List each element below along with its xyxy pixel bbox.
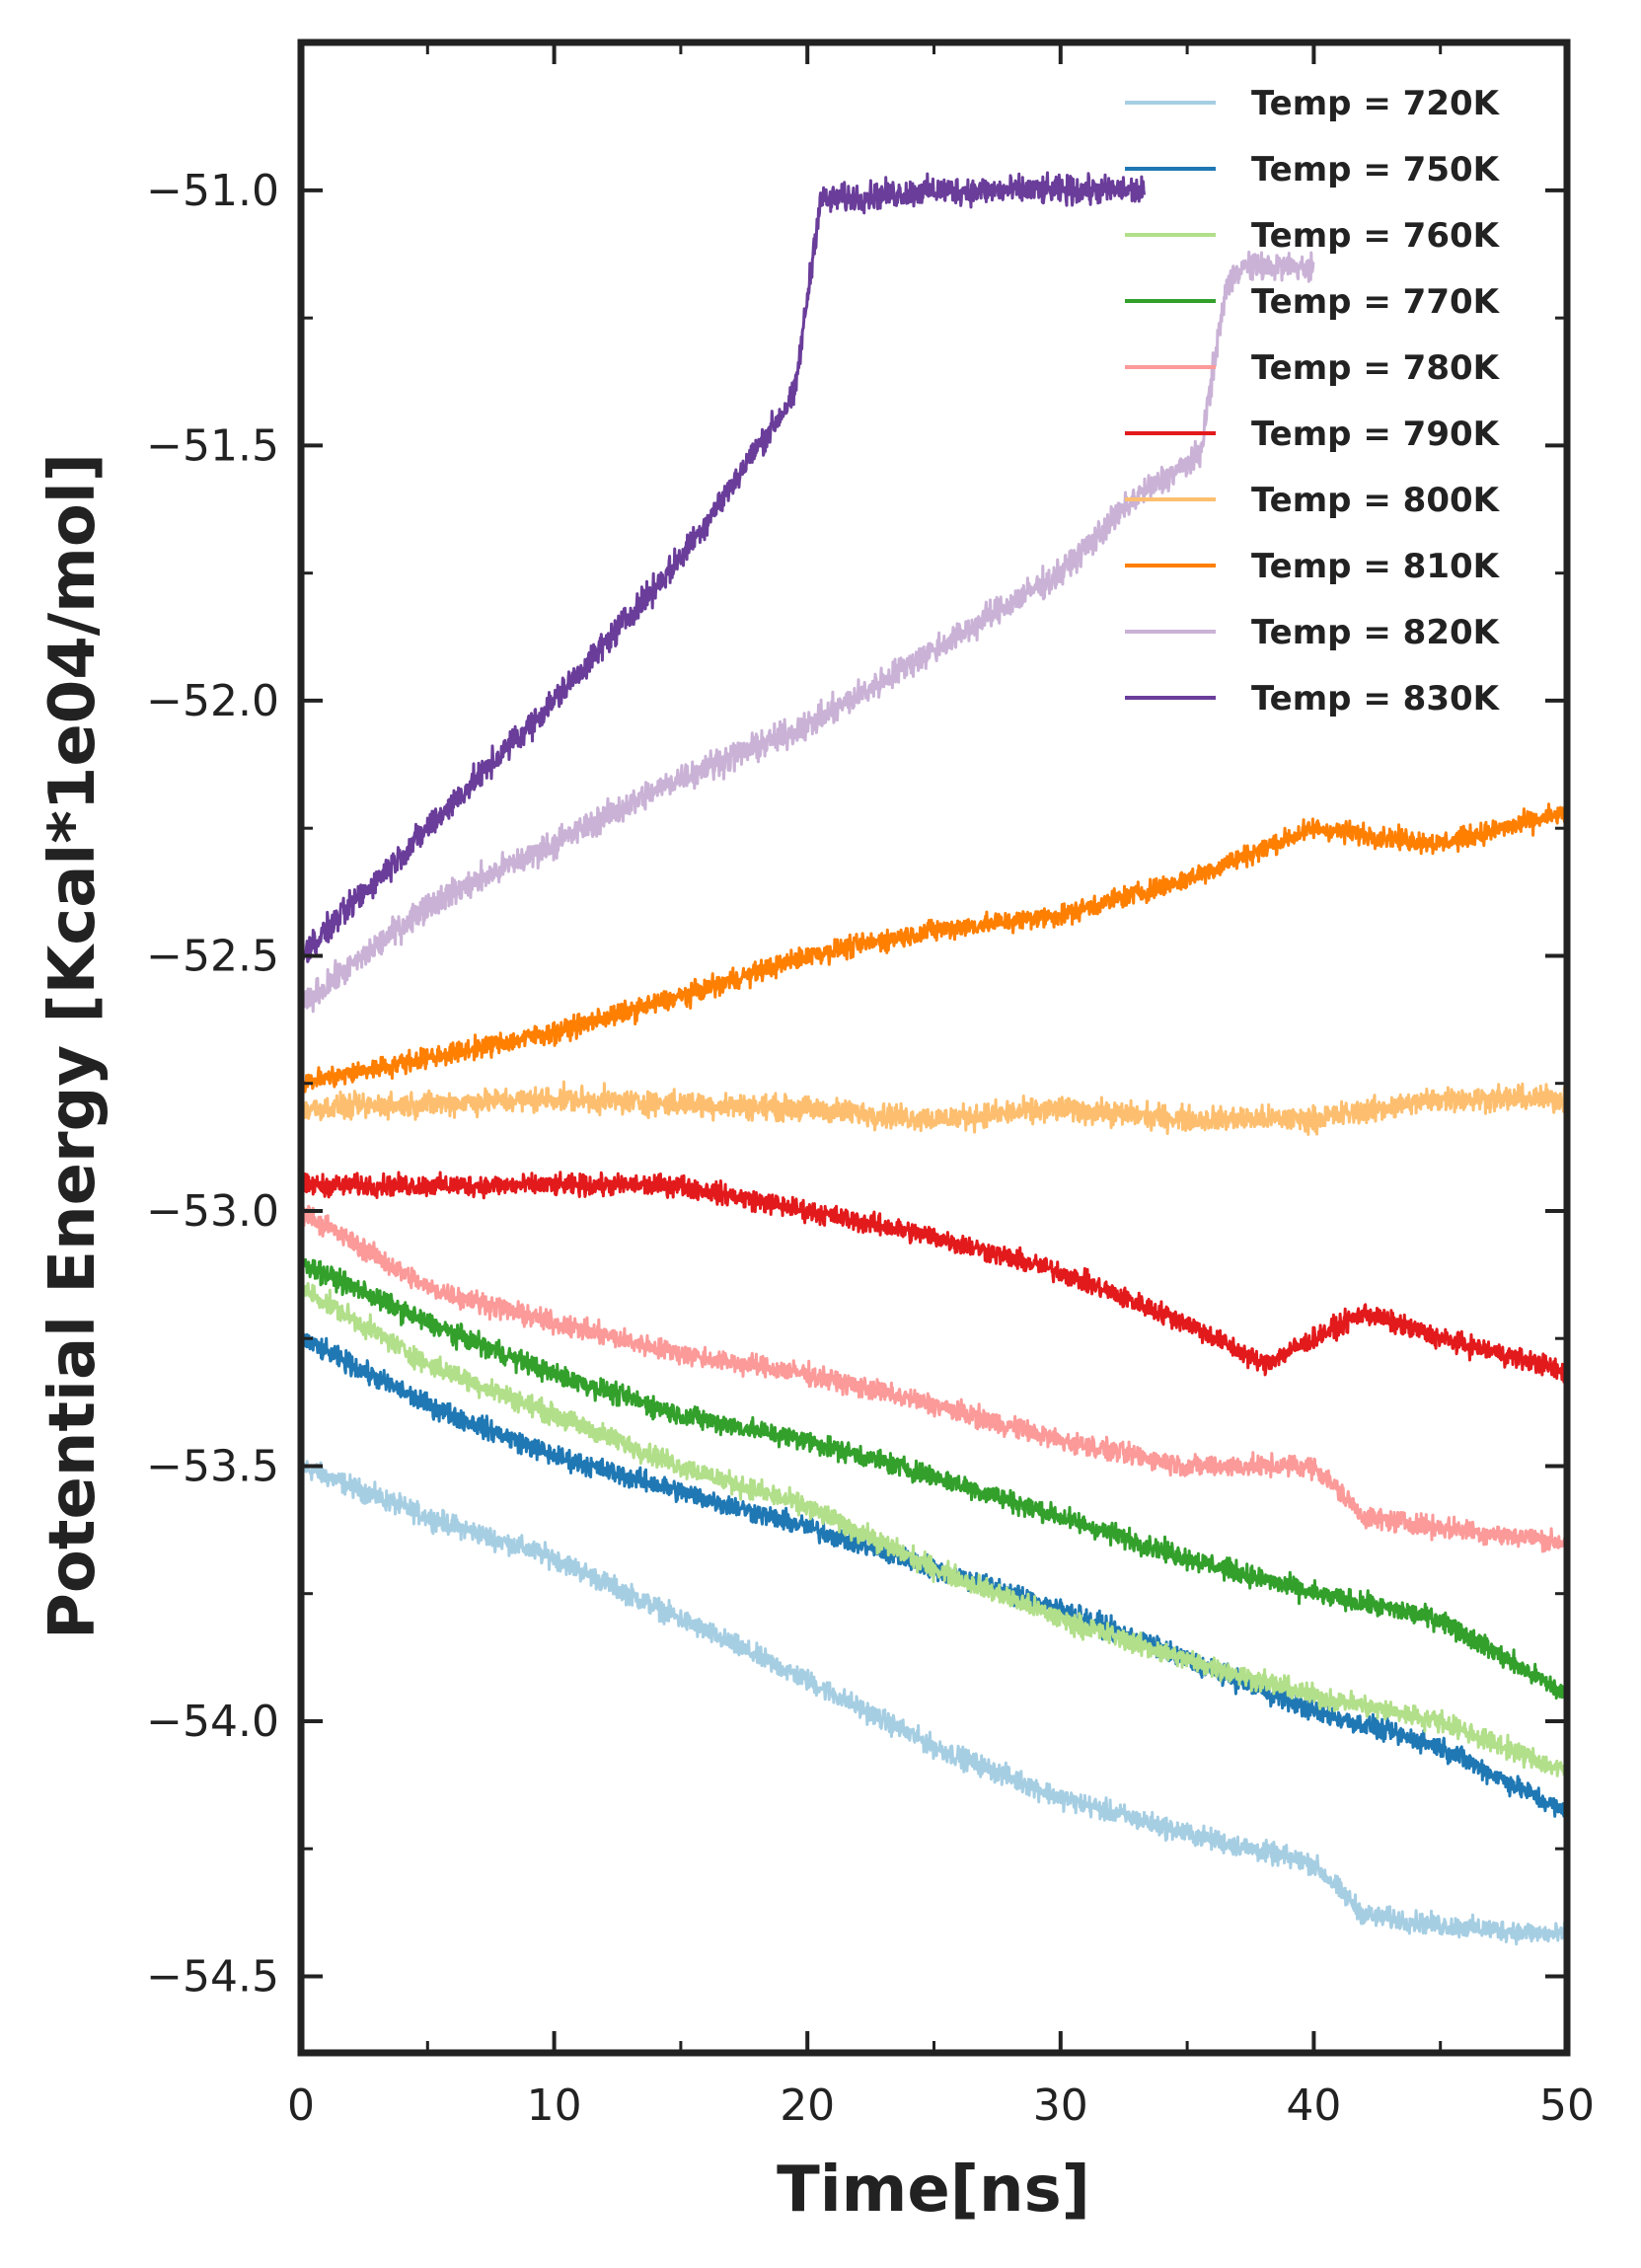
series-layer	[299, 171, 1569, 1946]
x-tick-label: 50	[1539, 2080, 1595, 2131]
x-tick-label: 30	[1033, 2080, 1088, 2131]
series-line-810k	[299, 802, 1569, 1096]
y-tick-label: −53.5	[146, 1441, 279, 1491]
x-axis-label: Time[ns]	[777, 2154, 1090, 2227]
x-tick-label: 10	[527, 2080, 582, 2131]
legend-entry-label: Temp = 810K	[1251, 547, 1501, 586]
series-line-720k	[299, 1456, 1569, 1946]
series-line-830k	[299, 171, 1146, 963]
series-line-770k	[299, 1251, 1569, 1706]
y-tick-label: −51.0	[146, 166, 279, 216]
series-line-780k	[299, 1204, 1569, 1553]
legend-entry-label: Temp = 750K	[1251, 150, 1501, 189]
y-tick-label: −53.0	[146, 1186, 279, 1237]
y-tick-label: −52.0	[146, 676, 279, 726]
legend-entry-label: Temp = 830K	[1251, 679, 1501, 718]
y-tick-label: −54.5	[146, 1951, 279, 2002]
series-line-820k	[299, 250, 1315, 1014]
x-tick-label: 40	[1286, 2080, 1341, 2131]
x-tick-label: 0	[287, 2080, 315, 2131]
legend-entry-label: Temp = 820K	[1251, 613, 1501, 652]
legend-entry-label: Temp = 770K	[1251, 282, 1501, 322]
y-tick-label: −54.0	[146, 1697, 279, 1747]
legend-entry-label: Temp = 720K	[1251, 84, 1501, 123]
y-tick-label: −51.5	[146, 420, 279, 471]
y-tick-label: −52.5	[146, 931, 279, 981]
plot-frame	[297, 38, 1571, 2057]
y-axis-label: Potential Energy [Kcal*1e04/mol]	[37, 453, 110, 1639]
legend-entry-label: Temp = 790K	[1251, 415, 1501, 454]
series-line-790k	[299, 1171, 1569, 1384]
series-line-760k	[299, 1276, 1569, 1778]
legend-entry-label: Temp = 760K	[1251, 216, 1501, 256]
legend-entry-label: Temp = 780K	[1251, 348, 1501, 388]
series-line-750k	[299, 1327, 1569, 1826]
x-tick-label: 20	[780, 2080, 835, 2131]
ticks-layer: 0 10 20 30 40 50 −51.0 −51.5 −52.0 −52.5 −53.0 −53.…	[146, 42, 1595, 2131]
series-line-800k	[299, 1080, 1569, 1136]
legend-entry-label: Temp = 800K	[1251, 481, 1501, 520]
legend: Temp = 720K Temp = 750K Temp = 760K Temp = …	[1125, 84, 1501, 718]
